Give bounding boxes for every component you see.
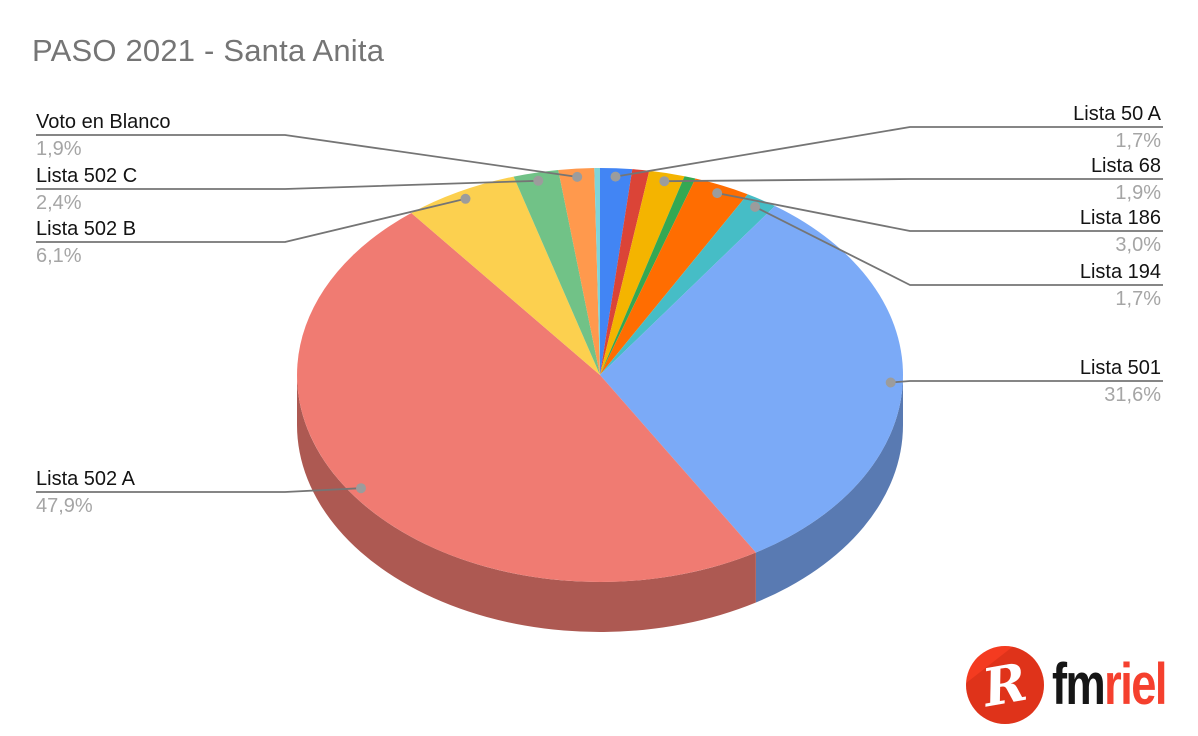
leader-line-lista-502-b — [36, 197, 466, 243]
logo-text-fm: fm — [1052, 652, 1106, 717]
slice-value-lista-50-a: 1,7% — [1115, 130, 1161, 152]
pie-slice-unlabeled-2 — [600, 169, 650, 375]
slice-label-lista-186: Lista 186 — [1079, 207, 1161, 229]
pie-slice-unlabeled-4 — [600, 176, 696, 375]
slice-value-lista-68: 1,9% — [1115, 182, 1161, 204]
fmriel-logo: R fmriel — [966, 646, 1198, 724]
slice-label-lista-502-b: Lista 502 B — [36, 218, 137, 240]
leader-dot-lista-502-a — [356, 483, 366, 494]
logo-r-icon: R — [978, 651, 1032, 720]
pie-slice-lista-50-a — [600, 168, 633, 375]
slice-value-voto-en-blanco: 1,9% — [36, 138, 82, 160]
leader-dot-lista-186 — [712, 188, 723, 199]
leader-line-lista-50-a — [615, 126, 1163, 178]
slice-value-lista-186: 3,0% — [1115, 234, 1161, 256]
leader-dot-lista-502-c — [533, 175, 544, 186]
slice-label-lista-501: Lista 501 — [1079, 357, 1161, 379]
pie-slice-lista-68 — [600, 170, 685, 375]
leader-dot-lista-501 — [885, 377, 896, 388]
pie-slice-lista-502-b — [411, 176, 600, 375]
pie-slice-lista-502-a — [297, 213, 756, 582]
slice-label-voto-en-blanco: Voto en Blanco — [36, 111, 171, 133]
slice-value-lista-502-a: 47,9% — [36, 495, 93, 517]
slice-value-lista-501: 31,6% — [1104, 384, 1161, 406]
pie-slice-voto-en-blanco — [558, 168, 600, 375]
fmriel-logo-icon: R — [966, 646, 1044, 724]
slice-value-lista-502-c: 2,4% — [36, 192, 82, 214]
leader-line-voto-en-blanco — [36, 134, 578, 178]
pie-slice-lista-186 — [600, 178, 748, 375]
leader-line-lista-502-c — [36, 179, 539, 190]
leader-line-lista-68 — [664, 178, 1163, 183]
chart-title: PASO 2021 - Santa Anita — [32, 33, 385, 68]
leader-line-lista-502-a — [36, 487, 362, 493]
slice-value-lista-194: 1,7% — [1115, 288, 1161, 310]
slice-label-lista-50-a: Lista 50 A — [1073, 103, 1161, 125]
pie-slice-lista-502-c — [513, 169, 600, 375]
slice-label-lista-194: Lista 194 — [1079, 261, 1161, 283]
slice-label-lista-502-a: Lista 502 A — [36, 468, 135, 490]
leader-dot-lista-502-b — [460, 193, 471, 204]
logo-text-riel: riel — [1104, 652, 1167, 717]
slice-label-lista-68: Lista 68 — [1090, 155, 1161, 177]
leader-dot-voto-en-blanco — [572, 171, 583, 182]
fmriel-logo-text: fmriel — [1052, 648, 1167, 722]
pie-slice-unlabeled-12 — [594, 168, 600, 375]
leader-dot-lista-194 — [750, 201, 761, 212]
pie-slice-lista-194 — [600, 194, 775, 375]
slice-value-lista-502-b: 6,1% — [36, 245, 82, 267]
slice-label-lista-502-c: Lista 502 C — [36, 165, 138, 187]
leader-line-lista-501 — [890, 380, 1163, 384]
leader-dot-lista-50-a — [610, 171, 621, 182]
pie-slice-lista-501 — [600, 206, 903, 553]
pie-side-lista-501 — [755, 375, 903, 603]
leader-dot-lista-68 — [659, 176, 670, 187]
leader-line-lista-186 — [717, 192, 1163, 232]
pie-side-lista-502-a — [297, 375, 756, 633]
leader-line-lista-194 — [754, 206, 1163, 286]
